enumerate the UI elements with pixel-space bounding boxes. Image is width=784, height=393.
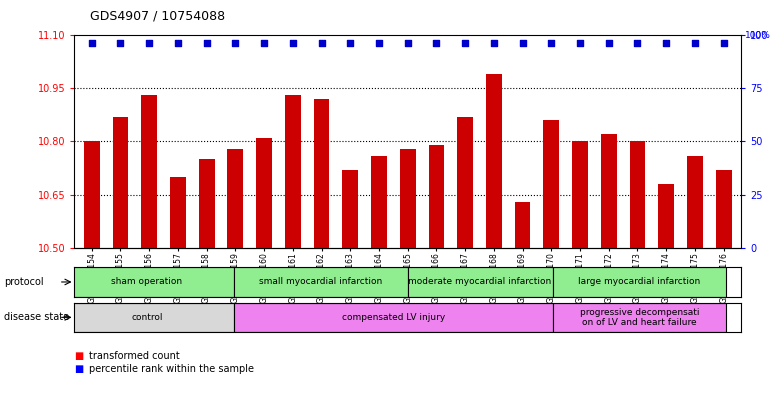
Text: moderate myocardial infarction: moderate myocardial infarction: [408, 277, 552, 286]
Bar: [314, 99, 329, 248]
Bar: [429, 145, 445, 248]
Point: [517, 40, 529, 46]
Bar: [234, 267, 408, 297]
Point: [229, 40, 241, 46]
Point: [545, 40, 557, 46]
Point: [172, 40, 184, 46]
Bar: [553, 303, 727, 332]
Point: [488, 40, 500, 46]
Point: [602, 40, 615, 46]
Text: ■: ■: [74, 364, 84, 375]
Bar: [84, 141, 100, 248]
Bar: [60, 303, 234, 332]
Point: [717, 40, 730, 46]
Bar: [285, 95, 301, 248]
Bar: [408, 267, 553, 297]
Bar: [343, 170, 358, 248]
Bar: [486, 74, 502, 248]
Bar: [716, 170, 731, 248]
Bar: [170, 177, 186, 248]
Bar: [198, 159, 215, 248]
Text: ■: ■: [74, 351, 84, 361]
Text: large myocardial infarction: large myocardial infarction: [579, 277, 701, 286]
Point: [286, 40, 299, 46]
Point: [114, 40, 127, 46]
Point: [85, 40, 98, 46]
Text: small myocardial infarction: small myocardial infarction: [260, 277, 383, 286]
Point: [631, 40, 644, 46]
Bar: [227, 149, 243, 248]
Point: [430, 40, 443, 46]
Bar: [400, 149, 416, 248]
Point: [459, 40, 471, 46]
Bar: [572, 141, 588, 248]
Bar: [371, 156, 387, 248]
Text: 100%: 100%: [745, 31, 771, 40]
Bar: [60, 267, 234, 297]
Text: disease state: disease state: [4, 312, 69, 322]
Bar: [234, 303, 553, 332]
Bar: [514, 202, 531, 248]
Point: [344, 40, 357, 46]
Point: [372, 40, 385, 46]
Point: [401, 40, 414, 46]
Bar: [141, 95, 157, 248]
Text: progressive decompensati
on of LV and heart failure: progressive decompensati on of LV and he…: [579, 308, 699, 327]
Text: GDS4907 / 10754088: GDS4907 / 10754088: [90, 10, 225, 23]
Text: sham operation: sham operation: [111, 277, 183, 286]
Bar: [601, 134, 617, 248]
Bar: [553, 267, 727, 297]
Point: [688, 40, 701, 46]
Text: percentile rank within the sample: percentile rank within the sample: [89, 364, 253, 375]
Text: transformed count: transformed count: [89, 351, 180, 361]
Text: compensated LV injury: compensated LV injury: [342, 313, 445, 322]
Text: control: control: [131, 313, 162, 322]
Bar: [256, 138, 272, 248]
Bar: [543, 120, 559, 248]
Point: [201, 40, 213, 46]
Bar: [457, 117, 473, 248]
Bar: [687, 156, 702, 248]
Point: [258, 40, 270, 46]
Point: [143, 40, 155, 46]
Bar: [630, 141, 645, 248]
Point: [574, 40, 586, 46]
Bar: [113, 117, 129, 248]
Text: protocol: protocol: [4, 277, 44, 287]
Point: [315, 40, 328, 46]
Point: [660, 40, 673, 46]
Bar: [659, 184, 674, 248]
